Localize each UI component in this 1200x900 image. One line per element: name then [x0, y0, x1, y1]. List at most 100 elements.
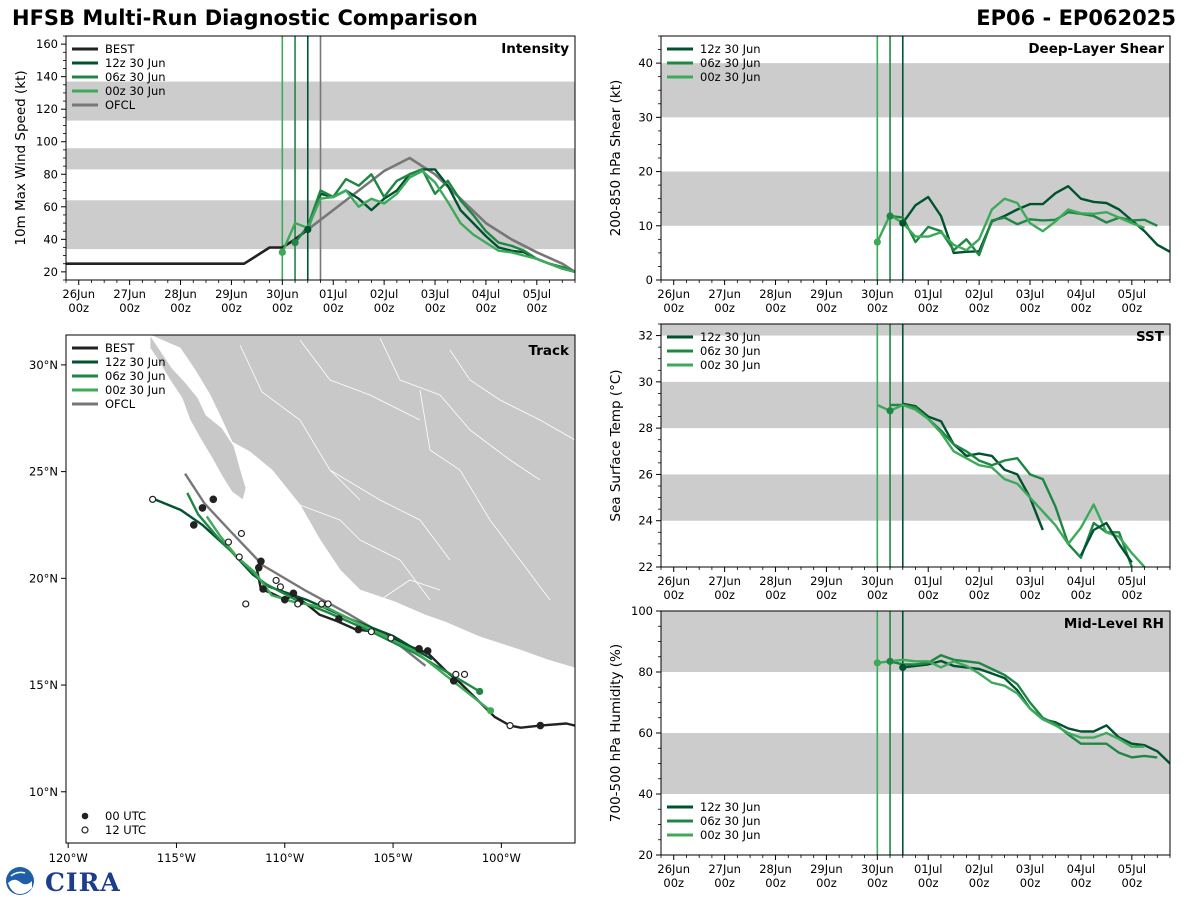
x-tick-sublabel: 00z: [374, 301, 395, 315]
legend-label: 12z 30 Jun: [700, 42, 761, 56]
panel-title: Mid-Level RH: [1064, 616, 1164, 632]
y-tick-label: 40: [43, 232, 58, 246]
x-tick-sublabel: 00z: [476, 301, 497, 315]
y-tick-label: 40: [638, 787, 653, 801]
x-tick-label: 27Jun: [708, 862, 741, 876]
position-00utc: [423, 647, 432, 655]
shear-plot-area: [661, 36, 1170, 280]
x-tick-sublabel: 00z: [867, 876, 888, 890]
y-axis-label: 200-850 hPa Shear (kt): [608, 80, 624, 237]
position-12utc: [149, 495, 157, 503]
legend-label: 06z 30 Jun: [700, 344, 761, 358]
track-line-run00z: [205, 515, 492, 712]
x-tick-sublabel: 00z: [663, 588, 684, 602]
legend-label: BEST: [105, 42, 135, 56]
x-tick-label: 29Jun: [215, 287, 248, 301]
y-tick-label: 60: [638, 726, 653, 740]
position-12utc: [460, 670, 469, 678]
x-tick-label: 28Jun: [759, 862, 792, 876]
track-panel: 120°W 115°W 110°W 105°W 100°W 10°N 15°N 20°N 25°…: [29, 334, 576, 865]
x-tick-label: 03Jul: [1016, 574, 1045, 588]
state-border: [539, 419, 575, 441]
state-border: [299, 339, 421, 421]
x-tick-label: 01Jul: [914, 574, 943, 588]
y-tick-label: 20: [43, 265, 58, 279]
x-tick-sublabel: 00z: [918, 301, 939, 315]
position-12utc: [235, 553, 243, 561]
legend-label: 12z 30 Jun: [700, 330, 761, 344]
y-tick-label: 20: [638, 165, 653, 179]
x-tick-sublabel: 00z: [1121, 588, 1142, 602]
x-tick-label: 03Jul: [1016, 862, 1045, 876]
position-00utc: [335, 615, 343, 623]
position-00utc: [289, 589, 298, 598]
x-tick-sublabel: 00z: [765, 588, 786, 602]
x-tick-label: 04Jul: [1067, 574, 1096, 588]
x-tick-sublabel: 00z: [867, 301, 888, 315]
position-00utc: [209, 495, 218, 504]
cira-logo-text: CIRA: [45, 868, 121, 897]
x-tick-sublabel: 00z: [170, 301, 191, 315]
x-tick-label: 05Jul: [1118, 862, 1147, 876]
lat-tick-label: 20°N: [29, 571, 58, 585]
x-tick-label: 03Jul: [421, 287, 450, 301]
x-tick-sublabel: 00z: [1071, 876, 1092, 890]
x-tick-sublabel: 00z: [1020, 588, 1041, 602]
legend-label: 00z 30 Jun: [105, 383, 166, 397]
series-start-marker: [873, 659, 881, 667]
x-tick-label: 30Jun: [861, 574, 894, 588]
sst-panel: 22242628303226Jun00z27Jun00z28Jun00z29Ju…: [608, 323, 1171, 602]
category-band: [661, 733, 1170, 794]
x-tick-label: 28Jun: [164, 287, 197, 301]
x-tick-label: 26Jun: [62, 287, 95, 301]
y-axis-label: 700-500 hPa Humidity (%): [608, 644, 624, 822]
x-tick-label: 29Jun: [810, 287, 843, 301]
y-tick-label: 60: [43, 200, 58, 214]
x-tick-sublabel: 00z: [714, 301, 735, 315]
position-00utc: [254, 563, 263, 572]
legend-label: 00 UTC: [105, 809, 146, 823]
x-tick-sublabel: 00z: [816, 876, 837, 890]
legend-label: BEST: [105, 341, 135, 355]
x-tick-sublabel: 00z: [68, 301, 89, 315]
legend-label: 06z 30 Jun: [700, 814, 761, 828]
x-tick-sublabel: 00z: [526, 301, 547, 315]
series-line-run00z: [877, 658, 1145, 748]
x-tick-sublabel: 00z: [867, 588, 888, 602]
x-tick-label: 02Jul: [965, 862, 994, 876]
series-line-run06z: [889, 210, 1158, 257]
position-12utc: [242, 600, 250, 608]
lon-tick-label: 120°W: [49, 851, 88, 865]
x-tick-sublabel: 00z: [918, 588, 939, 602]
legend-label: 12z 30 Jun: [105, 56, 166, 70]
x-tick-label: 02Jul: [370, 287, 399, 301]
position-00utc: [198, 504, 207, 512]
y-tick-label: 32: [638, 329, 653, 343]
category-band: [661, 63, 1170, 118]
rh-plot-area: [661, 611, 1170, 855]
series-line-ofcl: [307, 156, 575, 273]
series-line-best: [66, 228, 309, 266]
y-tick-label: 30: [638, 375, 653, 389]
x-tick-sublabel: 00z: [714, 876, 735, 890]
y-tick-label: 40: [638, 56, 653, 70]
state-border: [329, 469, 451, 561]
track-start-marker: [476, 687, 484, 696]
y-tick-label: 140: [36, 70, 58, 84]
x-tick-sublabel: 00z: [1071, 301, 1092, 315]
series-start-marker: [899, 219, 907, 227]
x-tick-sublabel: 00z: [119, 301, 140, 315]
y-tick-label: 28: [638, 421, 653, 435]
legend-label: 00z 30 Jun: [700, 828, 761, 842]
land-baja-california: [149, 335, 247, 501]
x-tick-sublabel: 00z: [1121, 301, 1142, 315]
y-tick-label: 22: [638, 560, 653, 574]
figure-title: HFSB Multi-Run Diagnostic Comparison: [12, 6, 478, 30]
shear-panel: 01020304026Jun00z27Jun00z28Jun00z29Jun00…: [608, 35, 1171, 315]
x-tick-sublabel: 00z: [221, 301, 242, 315]
sst-plot-area: [661, 324, 1170, 567]
series-start-marker: [886, 657, 894, 665]
position-00utc: [259, 585, 267, 593]
legend-marker-12utc: [81, 826, 89, 834]
